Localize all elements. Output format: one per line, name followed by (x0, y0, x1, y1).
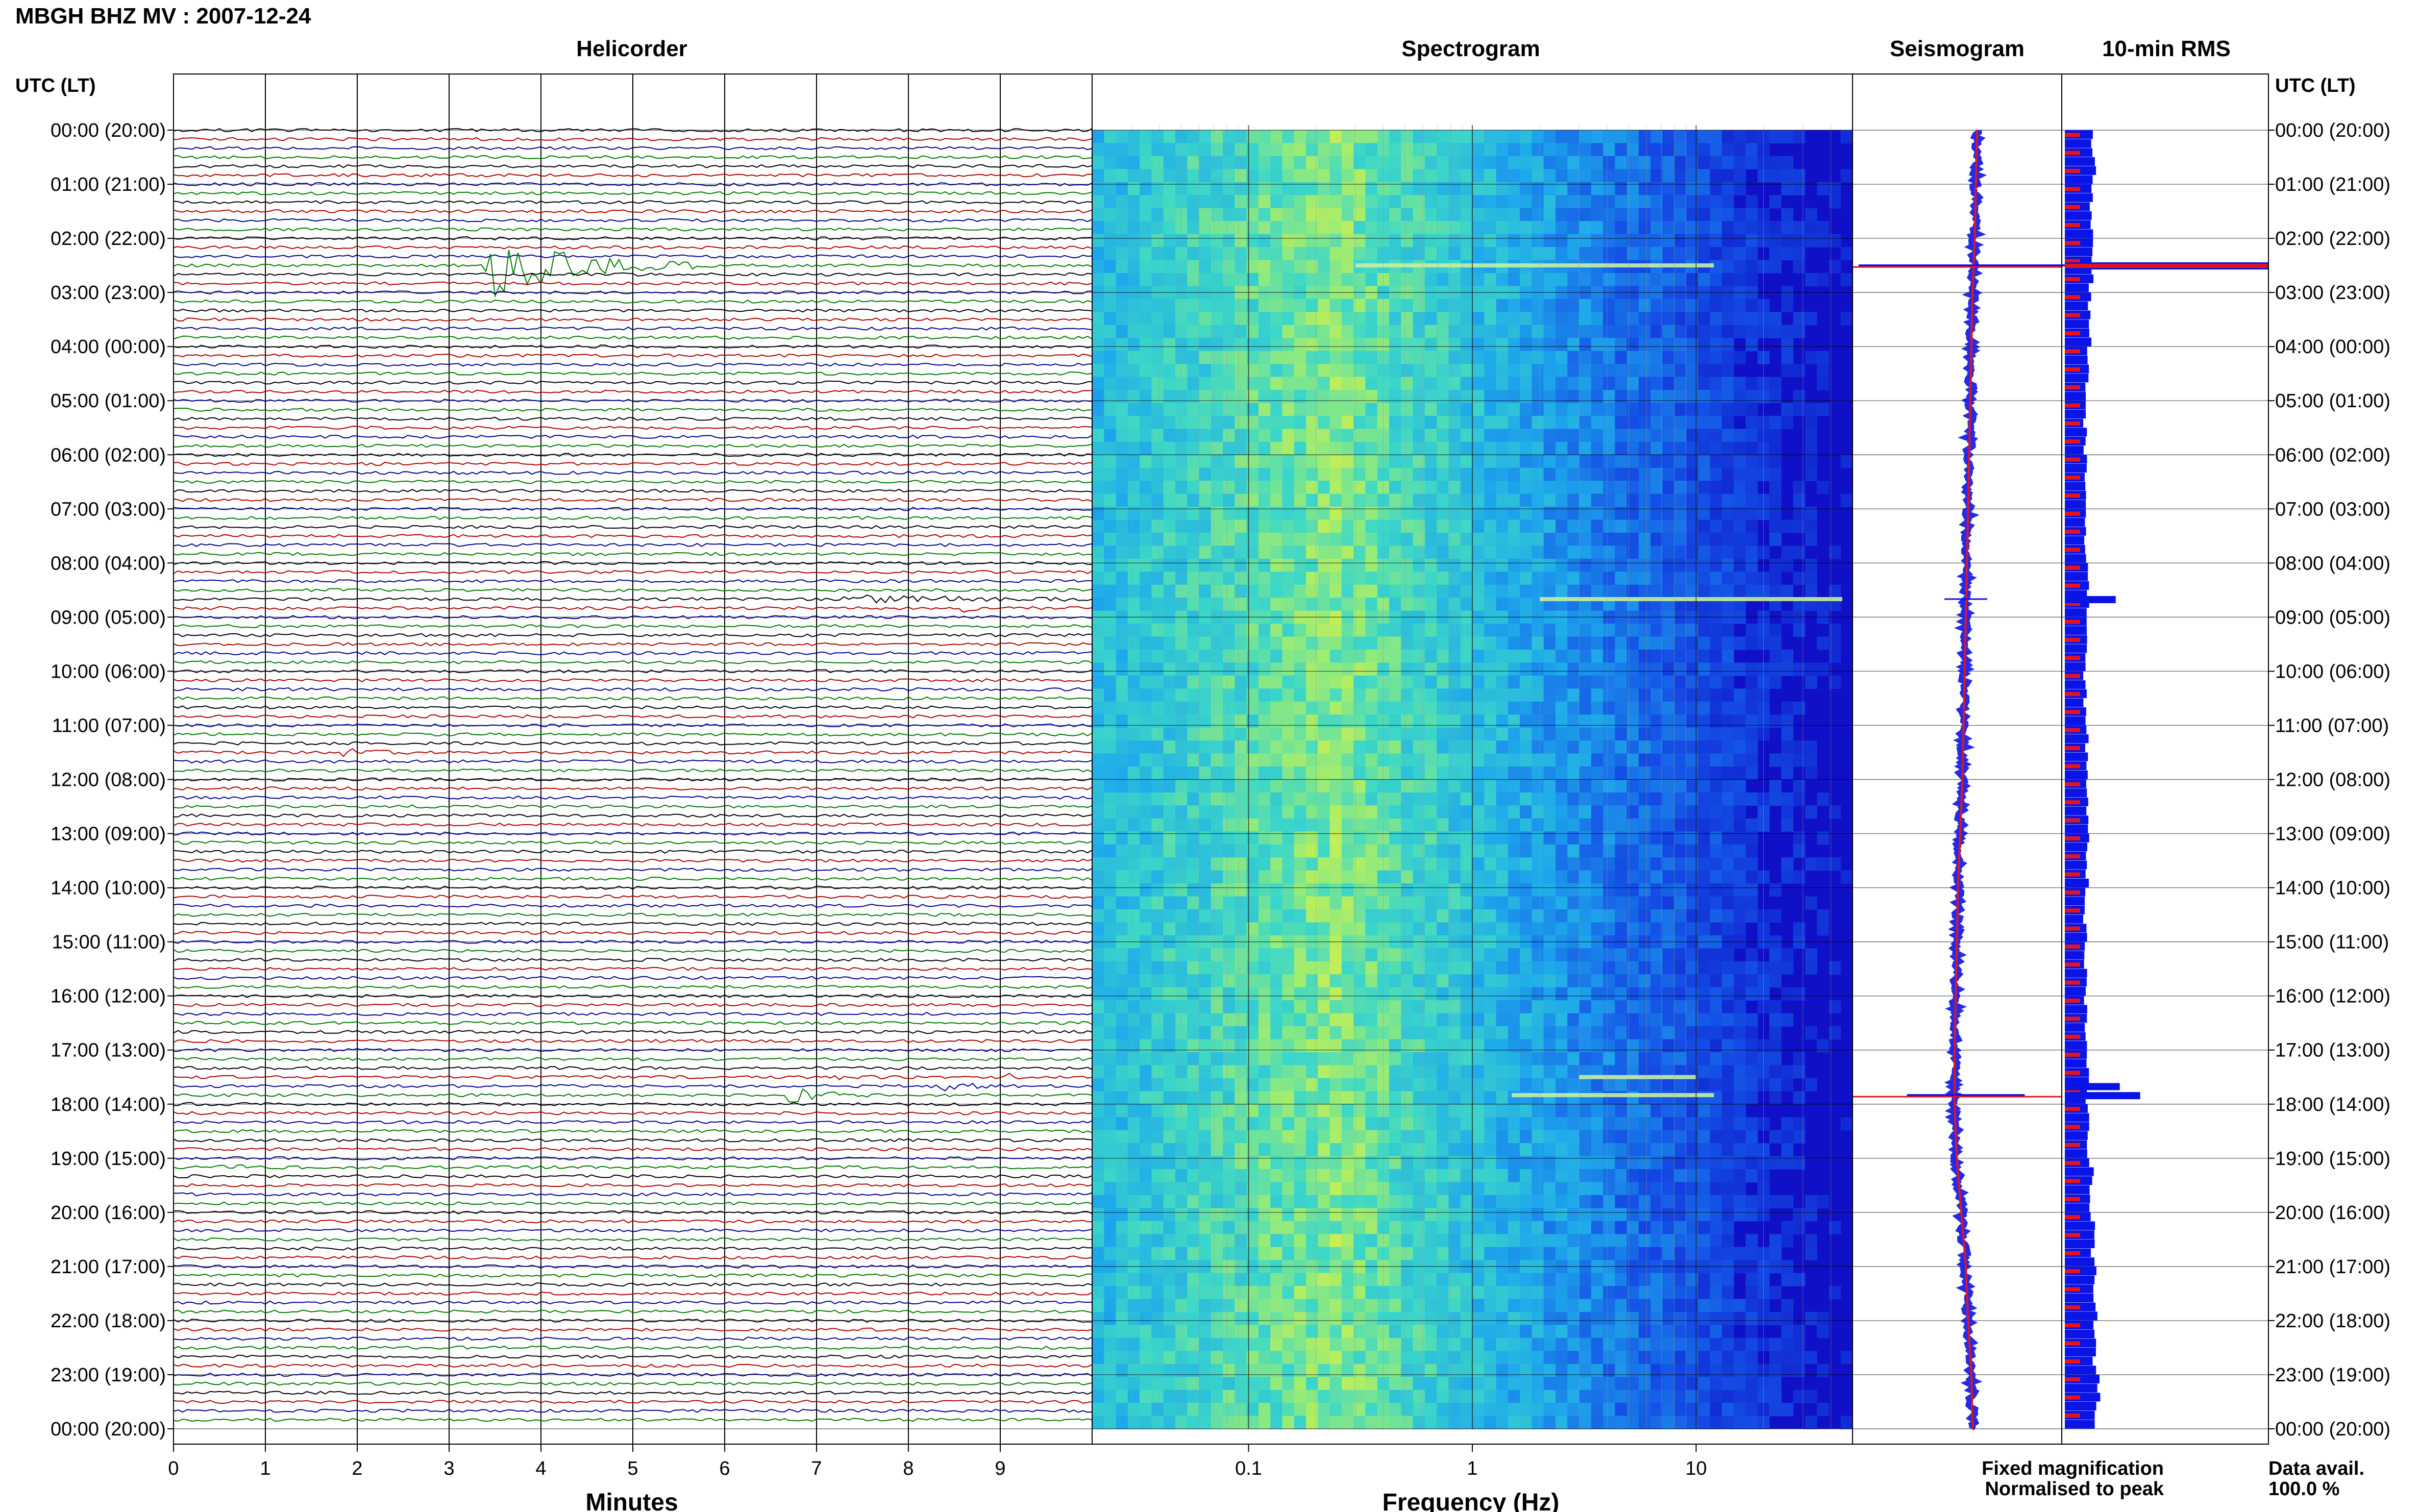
time-tick-label-right: 17:00 (13:00) (2275, 1040, 2390, 1061)
time-tick-label-left: 08:00 (04:00) (51, 553, 166, 574)
time-tick-label-left: 15:00 (11:00) (52, 932, 166, 953)
time-tick-label-left: 01:00 (21:00) (51, 174, 166, 195)
helicorder-traces (173, 128, 1093, 1422)
time-tick-label-left: 17:00 (13:00) (51, 1040, 166, 1061)
time-tick-label-left: 19:00 (15:00) (51, 1148, 166, 1170)
minutes-tick-label: 0 (168, 1458, 179, 1479)
seismogram-plot (1853, 130, 2073, 1430)
time-axis-label-left: UTC (LT) (15, 75, 96, 96)
time-tick-label-right: 23:00 (19:00) (2275, 1365, 2390, 1386)
x-axis-ticks: 0 1 2 3 4 5 6 7 8 9 0.1 1 10 (168, 1444, 1707, 1479)
time-tick-label-right: 04:00 (00:00) (2275, 336, 2390, 358)
time-tick-label-right: 02:00 (22:00) (2275, 228, 2390, 250)
time-tick-labels: 00:00 (20:00) 00:00 (20:00) 01:00 (21:00) 0… (51, 120, 2390, 1440)
minutes-tick-label: 1 (260, 1458, 270, 1479)
time-tick-label-left: 14:00 (10:00) (51, 878, 166, 899)
time-tick-label-right: 19:00 (15:00) (2275, 1148, 2390, 1170)
time-tick-label-right: 18:00 (14:00) (2275, 1094, 2390, 1116)
time-tick-label-right: 10:00 (06:00) (2275, 661, 2390, 682)
time-tick-label-right: 09:00 (05:00) (2275, 607, 2390, 628)
time-tick-label-right: 03:00 (23:00) (2275, 282, 2390, 304)
time-tick-label-left: 16:00 (12:00) (51, 986, 166, 1007)
seismogram-title: Seismogram (1890, 36, 2025, 61)
time-tick-label-left: 02:00 (22:00) (51, 228, 166, 250)
frequency-tick-label: 0.1 (1235, 1458, 1262, 1479)
helicorder-title: Helicorder (576, 36, 687, 61)
time-tick-label-right: 13:00 (09:00) (2275, 824, 2390, 845)
time-tick-label-right: 05:00 (01:00) (2275, 390, 2390, 412)
time-tick-label-left: 10:00 (06:00) (51, 661, 166, 682)
time-tick-label-right: 15:00 (11:00) (2275, 932, 2389, 953)
time-tick-label-left: 20:00 (16:00) (51, 1202, 166, 1224)
time-tick-label-right: 14:00 (10:00) (2275, 878, 2390, 899)
time-tick-label-right: 00:00 (20:00) (2275, 1419, 2390, 1440)
minutes-tick-label: 8 (903, 1458, 914, 1479)
time-tick-label-left: 21:00 (17:00) (51, 1256, 166, 1278)
time-tick-label-right: 21:00 (17:00) (2275, 1256, 2390, 1278)
time-tick-label-right: 11:00 (07:00) (2275, 715, 2389, 736)
rms-bars (2065, 130, 2268, 1429)
time-tick-label-right: 06:00 (02:00) (2275, 444, 2390, 466)
rms-title: 10-min RMS (2102, 36, 2231, 61)
time-tick-label-right: 22:00 (18:00) (2275, 1310, 2390, 1332)
time-tick-label-left: 04:00 (00:00) (51, 336, 166, 358)
time-tick-label-left: 09:00 (05:00) (51, 607, 166, 628)
frequency-tick-label: 1 (1467, 1458, 1477, 1479)
spectrogram-title: Spectrogram (1401, 36, 1540, 61)
minutes-tick-label: 7 (811, 1458, 822, 1479)
time-tick-label-left: 05:00 (01:00) (51, 390, 166, 412)
frequency-tick-label: 10 (1685, 1458, 1707, 1479)
minutes-tick-label: 4 (535, 1458, 546, 1479)
time-tick-label-left: 12:00 (08:00) (51, 770, 166, 791)
time-tick-label-left: 07:00 (03:00) (51, 499, 166, 520)
minutes-axis-label: Minutes (585, 1489, 678, 1512)
time-tick-label-left: 06:00 (02:00) (51, 444, 166, 466)
minutes-tick-label: 5 (627, 1458, 638, 1479)
minutes-tick-label: 3 (443, 1458, 454, 1479)
time-tick-label-left: 23:00 (19:00) (51, 1365, 166, 1386)
frequency-axis-label: Frequency (Hz) (1383, 1489, 1560, 1512)
time-tick-label-right: 01:00 (21:00) (2275, 174, 2390, 195)
time-tick-label-left: 18:00 (14:00) (51, 1094, 166, 1116)
time-tick-label-right: 00:00 (20:00) (2275, 120, 2390, 141)
time-axis-label-right: UTC (LT) (2275, 75, 2356, 96)
time-tick-label-right: 20:00 (16:00) (2275, 1202, 2390, 1224)
time-tick-label-right: 08:00 (04:00) (2275, 553, 2390, 574)
time-tick-label-left: 00:00 (20:00) (51, 120, 166, 141)
spectrogram-grid (1092, 125, 1853, 1429)
time-tick-label-right: 12:00 (08:00) (2275, 770, 2390, 791)
data-availability-label: Data avail. (2268, 1458, 2364, 1479)
figure-title: MBGH BHZ MV : 2007-12-24 (15, 4, 311, 29)
time-tick-label-left: 11:00 (07:00) (52, 715, 166, 736)
minutes-tick-label: 2 (352, 1458, 362, 1479)
time-tick-label-left: 22:00 (18:00) (51, 1310, 166, 1332)
time-tick-label-left: 13:00 (09:00) (51, 824, 166, 845)
time-tick-label-right: 07:00 (03:00) (2275, 499, 2390, 520)
data-availability-value: 100.0 % (2268, 1478, 2339, 1500)
time-tick-label-right: 16:00 (12:00) (2275, 986, 2390, 1007)
legend-normalised-to-peak: Normalised to peak (1985, 1478, 2164, 1500)
minutes-tick-label: 6 (719, 1458, 730, 1479)
time-tick-label-left: 03:00 (23:00) (51, 282, 166, 304)
minutes-tick-label: 9 (995, 1458, 1005, 1479)
legend-fixed-magnification: Fixed magnification (1982, 1458, 2164, 1479)
time-tick-label-left: 00:00 (20:00) (51, 1419, 166, 1440)
